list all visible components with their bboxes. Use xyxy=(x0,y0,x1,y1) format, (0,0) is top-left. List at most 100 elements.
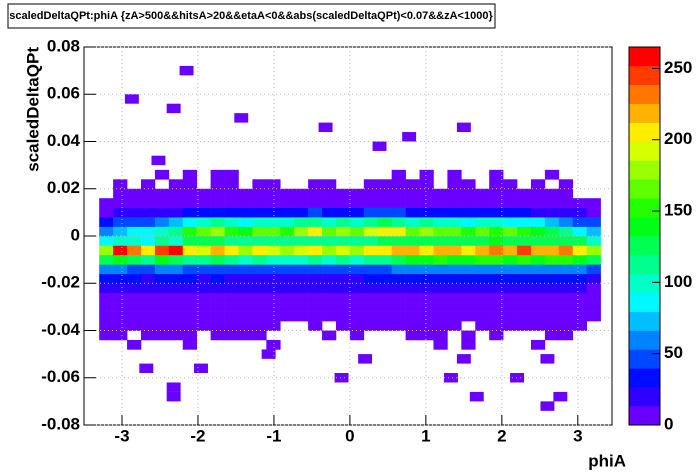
cell xyxy=(433,292,448,303)
cell xyxy=(544,254,560,265)
cell xyxy=(182,302,197,312)
cell xyxy=(544,236,560,246)
cell xyxy=(349,302,365,312)
cell xyxy=(322,311,337,322)
cell xyxy=(392,340,406,350)
cell xyxy=(530,292,546,303)
cell xyxy=(517,236,532,246)
cell xyxy=(294,236,309,246)
cell xyxy=(182,330,197,341)
cell xyxy=(294,217,309,227)
x-tick-label: -2 xyxy=(190,426,205,445)
cell xyxy=(544,207,560,218)
cell xyxy=(266,283,281,293)
cell xyxy=(544,264,560,275)
cell xyxy=(182,321,197,331)
cell xyxy=(419,207,434,218)
cell xyxy=(586,236,601,246)
cell xyxy=(558,283,574,293)
cell xyxy=(336,331,350,341)
cell xyxy=(280,217,295,227)
cell xyxy=(517,311,532,322)
cell xyxy=(294,273,309,284)
cell xyxy=(503,292,518,303)
cell xyxy=(461,321,475,331)
cell xyxy=(294,311,309,322)
cell xyxy=(377,292,392,303)
cell xyxy=(210,283,225,293)
cell xyxy=(419,169,434,180)
cell xyxy=(489,311,504,322)
cell xyxy=(182,311,197,322)
cell xyxy=(141,170,155,180)
cell xyxy=(433,198,448,208)
cell xyxy=(391,292,406,303)
cell xyxy=(391,226,406,237)
cell xyxy=(182,188,197,199)
cell xyxy=(558,236,574,246)
cell xyxy=(530,339,546,350)
cell xyxy=(210,264,225,275)
cell xyxy=(530,321,546,331)
cell xyxy=(154,330,170,341)
cell xyxy=(433,339,448,350)
cell xyxy=(280,170,294,180)
cell xyxy=(127,207,142,218)
cell xyxy=(377,198,392,208)
colorbar-band xyxy=(629,349,660,369)
cell xyxy=(210,292,225,303)
cell xyxy=(559,340,573,350)
cell xyxy=(377,283,392,293)
colorbar-band xyxy=(629,122,660,142)
cell xyxy=(350,340,364,350)
cell xyxy=(238,254,253,265)
cell xyxy=(530,311,546,322)
cell xyxy=(586,273,601,284)
cell xyxy=(238,207,253,218)
cell xyxy=(294,207,309,218)
cell xyxy=(196,292,211,303)
cell xyxy=(280,321,294,331)
colorbar-band xyxy=(629,84,660,104)
cell xyxy=(154,169,170,180)
cell xyxy=(99,321,114,331)
x-tick-label: 2 xyxy=(497,426,506,445)
cell xyxy=(322,179,337,190)
cell xyxy=(587,179,601,189)
cell xyxy=(377,321,392,331)
cell xyxy=(252,226,267,237)
cell xyxy=(140,207,156,218)
y-tick-label: 0.04 xyxy=(47,131,81,150)
cell xyxy=(572,198,587,208)
cell xyxy=(294,340,308,350)
cell xyxy=(586,311,601,322)
cell xyxy=(113,226,128,237)
cell xyxy=(447,179,462,190)
cell xyxy=(517,302,532,312)
cell xyxy=(127,292,142,303)
cell xyxy=(461,207,476,218)
cell xyxy=(433,264,448,275)
cell xyxy=(113,236,128,246)
cell xyxy=(475,217,490,227)
cell xyxy=(489,245,504,256)
cell xyxy=(238,302,253,312)
cell xyxy=(586,283,601,293)
cell xyxy=(127,302,142,312)
cell xyxy=(322,226,337,237)
cell xyxy=(405,302,420,312)
cell xyxy=(489,340,503,350)
cell xyxy=(210,207,225,218)
cell xyxy=(572,311,587,322)
cell xyxy=(294,188,309,199)
cell xyxy=(280,331,294,341)
cell xyxy=(377,311,392,322)
cell xyxy=(572,273,587,284)
cell xyxy=(154,321,170,331)
cell xyxy=(489,179,504,190)
cell xyxy=(433,236,448,246)
cell xyxy=(475,254,490,265)
cell xyxy=(210,169,225,180)
cell xyxy=(252,254,267,265)
cell xyxy=(335,321,351,331)
